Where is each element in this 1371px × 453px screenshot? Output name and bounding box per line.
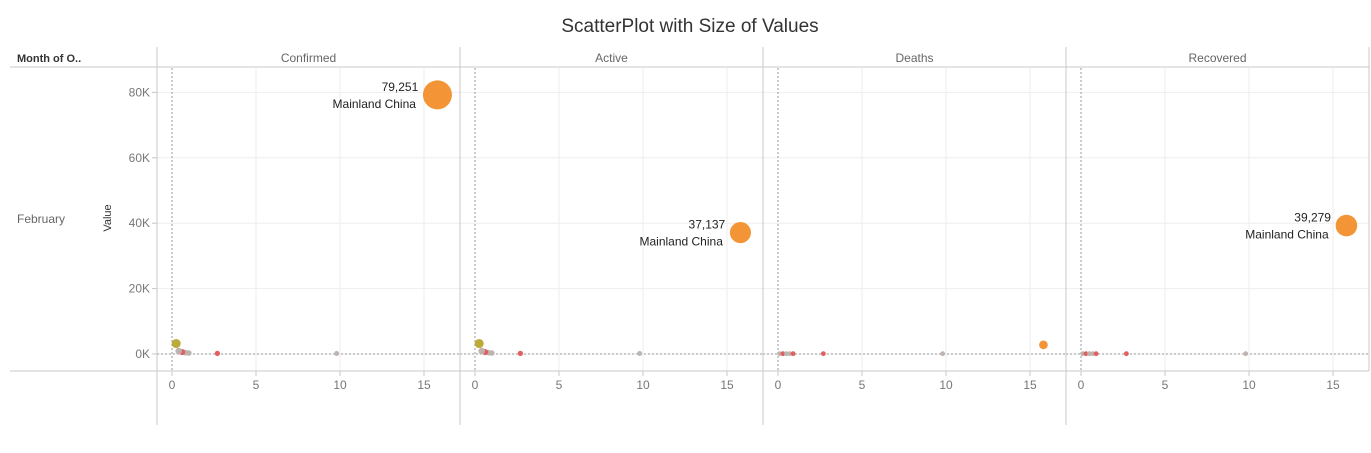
chart-title: ScatterPlot with Size of Values [561, 16, 818, 37]
row-header-title: Month of O.. [17, 53, 81, 65]
data-point [474, 339, 484, 349]
data-point [637, 350, 643, 357]
data-point [940, 351, 946, 357]
x-tick-label: 0 [775, 378, 782, 392]
frame-layer [10, 47, 1370, 425]
data-name-label: Mainland China [1245, 228, 1329, 242]
y-tick-label: 0K [135, 347, 150, 361]
panel-header-recovered: Recovered [1188, 51, 1246, 65]
y-tick-label: 40K [129, 216, 150, 230]
data-point [422, 80, 452, 110]
data-point [820, 351, 826, 357]
data-point [729, 222, 751, 244]
x-tick-label: 5 [253, 378, 260, 392]
x-tick-label: 10 [1242, 378, 1256, 392]
data-point [780, 351, 786, 357]
data-point [783, 351, 789, 357]
x-tick-label: 15 [720, 378, 734, 392]
data-point [1093, 351, 1099, 357]
x-tick-label: 0 [472, 378, 479, 392]
data-name-label: Mainland China [639, 235, 723, 249]
x-tick-label: 5 [859, 378, 866, 392]
data-point [1039, 340, 1048, 350]
x-tick-label: 5 [1162, 378, 1169, 392]
panel-header-deaths: Deaths [895, 51, 933, 65]
y-tick-label: 20K [129, 282, 150, 296]
y-tick-label: 80K [129, 85, 150, 99]
x-tick-label: 15 [1326, 378, 1340, 392]
x-tick-label: 10 [636, 378, 650, 392]
data-point [790, 351, 796, 357]
panel-header-active: Active [595, 51, 628, 65]
row-header-value: February [17, 212, 65, 226]
x-tick-label: 15 [417, 378, 431, 392]
data-value-label: 79,251 [382, 80, 419, 94]
data-point [214, 350, 220, 356]
y-axis-label: Value [102, 204, 114, 231]
data-point [1243, 351, 1249, 357]
y-tick-label: 60K [129, 151, 150, 165]
data-point [787, 351, 793, 357]
x-tick-label: 10 [939, 378, 953, 392]
data-point [171, 339, 181, 349]
marks-layer [171, 80, 1358, 357]
data-point [1083, 351, 1089, 357]
data-name-label: Mainland China [333, 97, 417, 111]
data-point [334, 350, 340, 357]
data-point [1090, 351, 1096, 357]
x-tick-label: 15 [1023, 378, 1037, 392]
data-value-label: 37,137 [689, 218, 726, 232]
x-tick-label: 10 [333, 378, 347, 392]
data-point [478, 347, 486, 355]
data-point [175, 347, 183, 355]
data-point [1080, 351, 1086, 357]
data-value-label: 39,279 [1294, 211, 1331, 225]
labels-layer: 0K 20K 40K 60K 80K Confirmed 0 5 10 15 79,251 Mainl… [129, 51, 1340, 392]
data-point [1335, 214, 1358, 237]
data-point [1123, 351, 1129, 357]
data-point [777, 351, 783, 357]
data-point [517, 350, 523, 356]
x-tick-label: 0 [1078, 378, 1085, 392]
panel-header-confirmed: Confirmed [281, 51, 336, 65]
x-tick-label: 0 [169, 378, 176, 392]
data-point [1086, 351, 1092, 357]
x-tick-label: 5 [556, 378, 563, 392]
